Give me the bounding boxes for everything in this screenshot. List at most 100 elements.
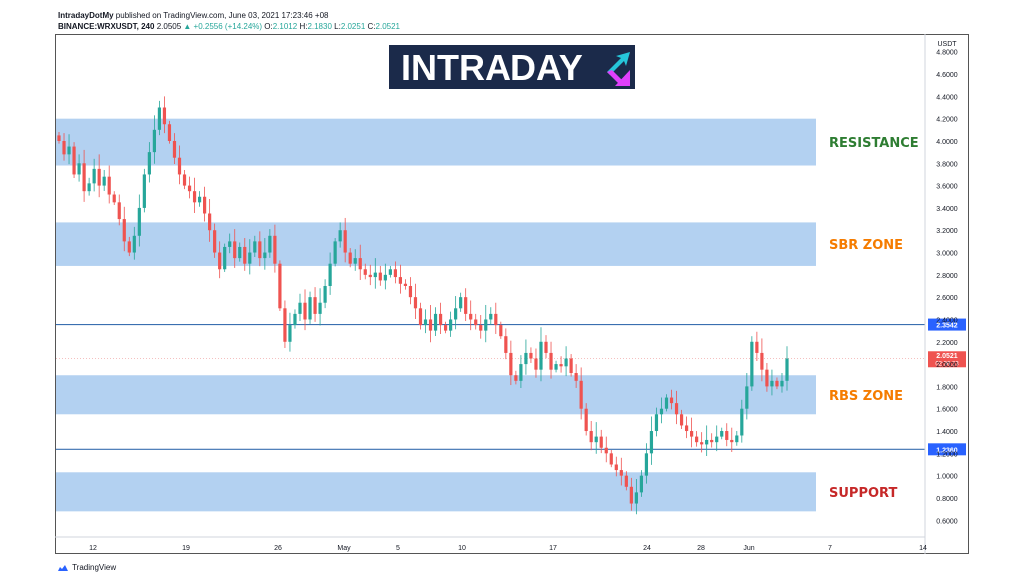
candle-body (268, 235, 272, 253)
candle-body (669, 397, 674, 404)
price-tick-label: 4.2000 (936, 117, 958, 124)
candle-body (785, 358, 789, 381)
price-change: ▲ +0.2556 (+14.24%) (183, 22, 263, 31)
zone-band-2 (56, 375, 816, 415)
price-tick-label: 3.6000 (936, 184, 958, 191)
candle-body (474, 319, 478, 326)
tradingview-brand: TradingView (72, 563, 117, 572)
candle-body (223, 246, 227, 270)
candle-body (574, 373, 578, 381)
candle-body (258, 241, 262, 259)
price-tick-label: 2.4000 (936, 317, 958, 324)
candle-body (584, 408, 588, 432)
candle-body (248, 252, 252, 264)
candle-body (730, 439, 734, 443)
candle-body (162, 107, 167, 125)
candle-body (167, 124, 172, 141)
candle-body (238, 246, 242, 259)
candle-body (208, 213, 212, 231)
intraday-logo: INTRA DAY (389, 45, 635, 89)
symbol-label: BINANCE:WRXUSDT, 240 (58, 22, 155, 31)
candle-body (489, 313, 493, 320)
price-tick-label: 4.0000 (936, 139, 958, 146)
candle-body (659, 408, 664, 415)
tradingview-footer[interactable]: TradingView (56, 563, 116, 572)
candle-body (228, 241, 232, 247)
candle-body (484, 319, 488, 331)
time-tick-label: 14 (919, 545, 927, 552)
price-tick-label: 3.0000 (936, 251, 958, 258)
candle-body (780, 380, 784, 387)
candle-body (604, 447, 608, 454)
tradingview-cloud-icon (56, 564, 70, 572)
candle-body (720, 431, 724, 437)
level-price-label-0: 2.3542 (936, 323, 958, 330)
candle-body (579, 380, 583, 409)
chart-header-publisher: IntradayDotMy published on TradingView.c… (58, 11, 328, 20)
logo-text-day: DAY (510, 47, 583, 88)
high-label: H: (299, 22, 308, 31)
candle-body (519, 364, 523, 381)
candle-body (479, 325, 483, 331)
candle-body (710, 439, 714, 443)
zone-label-0: RESISTANCE (829, 136, 919, 151)
candle-body (454, 308, 458, 320)
candle-body (363, 269, 367, 275)
candle-body (298, 302, 302, 314)
low-value: 2.0251 (340, 22, 366, 31)
candle-body (433, 313, 438, 331)
candle-body (539, 341, 543, 370)
candle-body (62, 140, 66, 155)
candle-body (333, 241, 337, 264)
candle-body (57, 135, 61, 141)
price-chart[interactable]: RESISTANCE SBR ZONE RBS ZONE SUPPORT 2.3542… (55, 34, 969, 554)
candle-body (177, 157, 182, 175)
candle-body (544, 341, 548, 353)
candle-body (313, 297, 317, 314)
candle-body (112, 194, 116, 203)
candle-body (464, 297, 468, 314)
open-label: O: (264, 22, 273, 31)
candle-body (218, 252, 222, 270)
candle-body (459, 297, 463, 309)
candle-body (449, 319, 453, 331)
level-price-tag-1 (928, 443, 966, 456)
candle-body (147, 152, 151, 175)
candle-body (569, 358, 573, 374)
time-tick-label: 19 (182, 545, 190, 552)
candle-body (700, 442, 704, 445)
candle-body (253, 241, 257, 253)
candle-body (634, 492, 638, 504)
candle-body (343, 230, 347, 253)
logo-text-intra: INTRA (401, 47, 511, 88)
candle-body (740, 408, 744, 436)
logo-arrow-up-icon (607, 52, 630, 75)
time-tick-label: 7 (828, 545, 832, 552)
last-price-label: 2.0521 (936, 353, 958, 360)
candle-body (765, 369, 769, 387)
candle-body (679, 414, 684, 426)
candle-body (624, 475, 628, 487)
level-price-label-1: 1.2360 (936, 447, 958, 454)
candle-body (348, 252, 352, 264)
candle-body (368, 274, 372, 278)
candle-body (499, 325, 503, 337)
candle-body (428, 319, 433, 331)
last-price-countdown: 02:36:23 (935, 361, 959, 367)
candle-body (288, 325, 292, 342)
candle-body (67, 146, 71, 155)
price-tick-label: 4.4000 (936, 94, 958, 101)
last-price-tag (928, 351, 966, 368)
candle-body (649, 431, 654, 454)
candle-body (750, 341, 754, 387)
candle-body (684, 425, 689, 432)
candle-body (172, 140, 177, 158)
candle-body (705, 439, 709, 445)
candle-body (674, 403, 679, 415)
candle-body (564, 358, 568, 367)
time-tick-label: 28 (697, 545, 705, 552)
candle-body (388, 269, 392, 275)
time-tick-label: 17 (549, 545, 557, 552)
candle-body (418, 308, 423, 326)
candle-body (273, 235, 277, 264)
